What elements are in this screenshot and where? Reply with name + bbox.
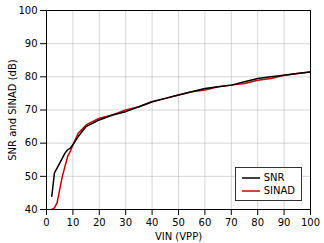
svg-text:VIN (VPP): VIN (VPP) — [155, 231, 202, 242]
svg-text:20: 20 — [93, 217, 106, 228]
svg-text:10: 10 — [67, 217, 80, 228]
svg-text:80: 80 — [251, 217, 264, 228]
svg-text:90: 90 — [278, 217, 291, 228]
svg-text:90: 90 — [25, 38, 38, 49]
svg-text:50: 50 — [172, 217, 185, 228]
svg-text:30: 30 — [119, 217, 132, 228]
html-text:SINAD: SINAD — [263, 185, 295, 196]
svg-text:60: 60 — [199, 217, 212, 228]
svg-text:0: 0 — [43, 217, 49, 228]
svg-text:50: 50 — [25, 171, 38, 182]
svg-text:80: 80 — [25, 71, 38, 82]
svg-text:100: 100 — [301, 217, 320, 228]
svg-text:70: 70 — [225, 217, 238, 228]
html-text:SNR: SNR — [263, 172, 285, 183]
svg-text:60: 60 — [25, 137, 38, 148]
svg-text:40: 40 — [25, 204, 38, 215]
svg-text:100: 100 — [18, 5, 37, 16]
svg-text:SNR and SINAD (dB): SNR and SINAD (dB) — [7, 59, 18, 161]
svg-text:70: 70 — [25, 104, 38, 115]
svg-text:40: 40 — [146, 217, 159, 228]
